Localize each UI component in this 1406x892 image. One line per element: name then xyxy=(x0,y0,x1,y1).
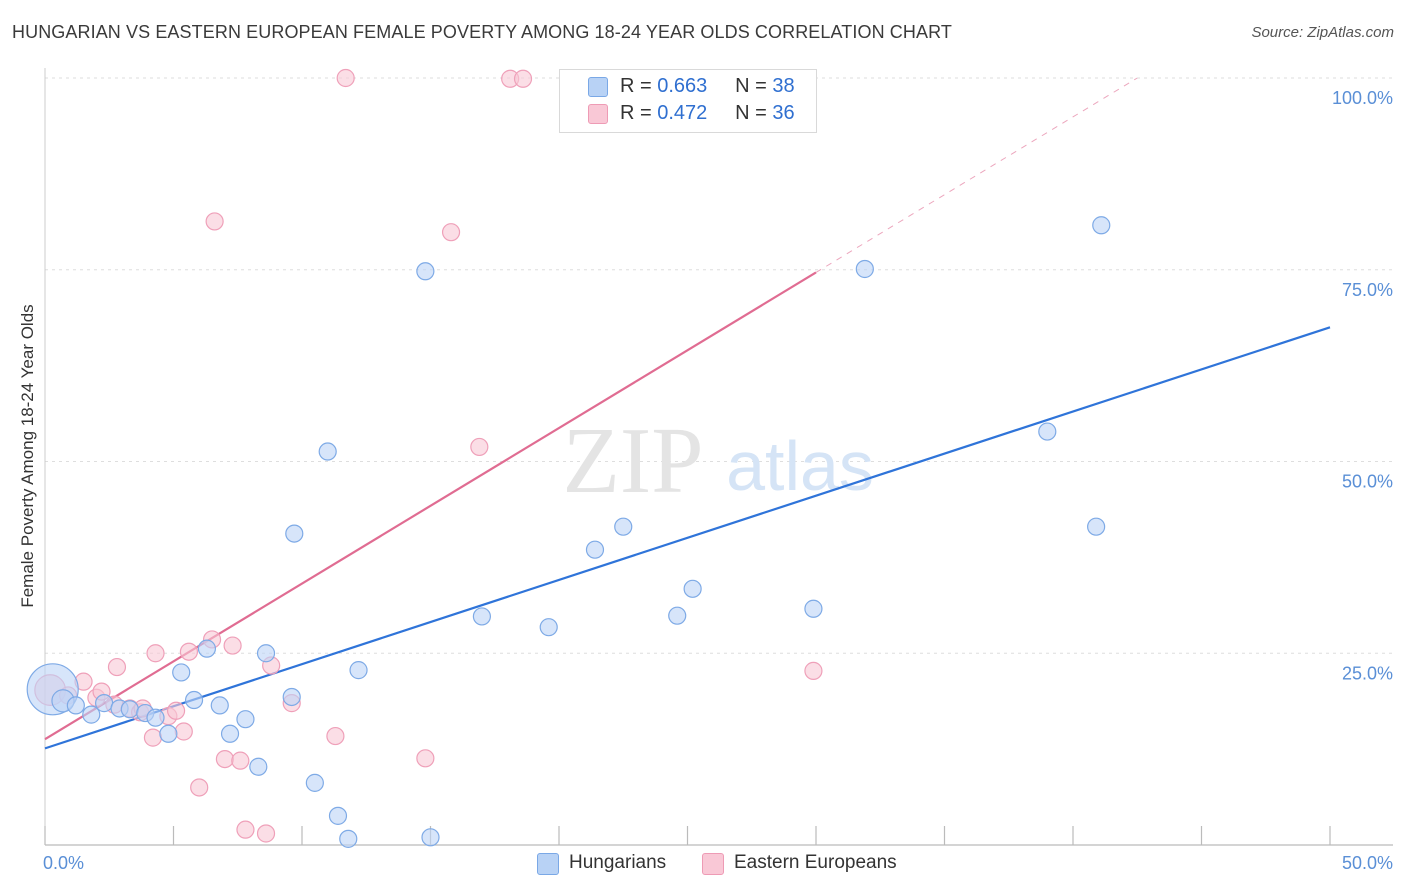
y-tick-label: 75.0% xyxy=(1342,280,1393,300)
data-point xyxy=(336,68,355,88)
data-point xyxy=(205,212,224,231)
data-point xyxy=(305,773,324,792)
legend-r-label: R = xyxy=(620,102,652,124)
data-point xyxy=(143,728,163,747)
data-point xyxy=(668,606,687,625)
data-point xyxy=(318,442,337,461)
data-point xyxy=(146,708,165,727)
watermark-zip: ZIP xyxy=(563,409,704,513)
data-point xyxy=(1092,216,1111,235)
data-point xyxy=(1038,422,1057,441)
data-point xyxy=(184,690,204,710)
legend-n-label: N = xyxy=(735,75,767,97)
data-point xyxy=(231,751,250,770)
data-point xyxy=(215,749,234,769)
chart-title: HUNGARIAN VS EASTERN EUROPEAN FEMALE POV… xyxy=(12,22,952,42)
data-point xyxy=(166,701,186,720)
axes xyxy=(44,68,1393,846)
legend-swatch-hungarians xyxy=(537,853,559,875)
data-point xyxy=(220,724,240,743)
legend-r-label: R = xyxy=(620,75,652,97)
data-point xyxy=(513,69,533,88)
data-point xyxy=(120,700,139,719)
legend-swatch-hungarians xyxy=(588,77,608,97)
legend-n-value: 36 xyxy=(772,102,795,124)
data-point xyxy=(223,636,242,655)
data-point xyxy=(539,618,558,637)
y-tick-label: 100.0% xyxy=(1332,88,1393,108)
legend-label-hungarians: Hungarians xyxy=(569,852,667,873)
data-point xyxy=(146,644,165,663)
trend-line-0 xyxy=(44,326,1331,750)
tick-labels: 25.0% 50.0% 75.0% 100.0% 0.0% 50.0% xyxy=(43,88,1393,873)
trend-lines xyxy=(44,77,1331,750)
source-credit: Source: ZipAtlas.com xyxy=(1251,24,1394,41)
legend-swatch-eastern-europeans xyxy=(702,853,724,875)
data-point xyxy=(256,824,276,843)
data-point xyxy=(349,661,368,680)
x-tick-label: 0.0% xyxy=(43,853,84,873)
watermark: ZIP atlas xyxy=(563,409,874,513)
data-point xyxy=(421,828,440,847)
data-point xyxy=(95,694,114,713)
watermark-atlas: atlas xyxy=(726,427,874,505)
data-points xyxy=(26,68,1111,848)
data-point xyxy=(416,262,435,281)
data-point xyxy=(1087,517,1106,536)
data-point xyxy=(197,639,217,658)
data-point xyxy=(282,687,301,707)
data-point xyxy=(614,517,633,536)
data-point xyxy=(107,657,127,677)
data-point xyxy=(236,820,255,839)
trend-line-1 xyxy=(44,271,817,741)
data-point xyxy=(416,749,435,768)
y-tick-label: 50.0% xyxy=(1342,472,1393,492)
data-point xyxy=(210,696,229,715)
data-point xyxy=(585,540,605,559)
data-point xyxy=(470,437,489,457)
data-point xyxy=(285,524,304,543)
data-point xyxy=(441,223,461,242)
data-point xyxy=(66,696,85,715)
data-point xyxy=(683,579,702,598)
data-point xyxy=(339,829,358,848)
data-point xyxy=(236,710,255,729)
data-point xyxy=(328,806,348,825)
grid-lines xyxy=(45,77,1393,654)
data-point xyxy=(256,644,276,663)
y-tick-label: 25.0% xyxy=(1342,663,1393,683)
data-point xyxy=(172,663,191,682)
x-tick-label: 50.0% xyxy=(1342,853,1393,873)
data-point xyxy=(190,778,209,797)
data-point xyxy=(179,642,199,661)
data-point xyxy=(159,724,178,743)
data-point xyxy=(804,599,823,618)
data-point xyxy=(804,661,823,680)
data-point xyxy=(174,722,193,741)
data-point xyxy=(326,726,345,746)
data-point xyxy=(472,607,491,626)
legend-n-label: N = xyxy=(735,102,767,124)
data-point xyxy=(249,757,268,776)
data-point xyxy=(855,259,874,279)
legend-n-value: 38 xyxy=(772,75,795,97)
trend-line-extension-1 xyxy=(815,77,1138,273)
legend-swatch-eastern-europeans xyxy=(588,104,608,124)
legend-label-eastern-europeans: Eastern Europeans xyxy=(734,852,897,873)
data-point xyxy=(82,705,101,724)
legend-r-value: 0.472 xyxy=(657,102,708,124)
correlation-legend: R = 0.663 N = 38 R = 0.472 N = 36 xyxy=(559,69,817,133)
legend-r-value: 0.663 xyxy=(657,75,708,97)
